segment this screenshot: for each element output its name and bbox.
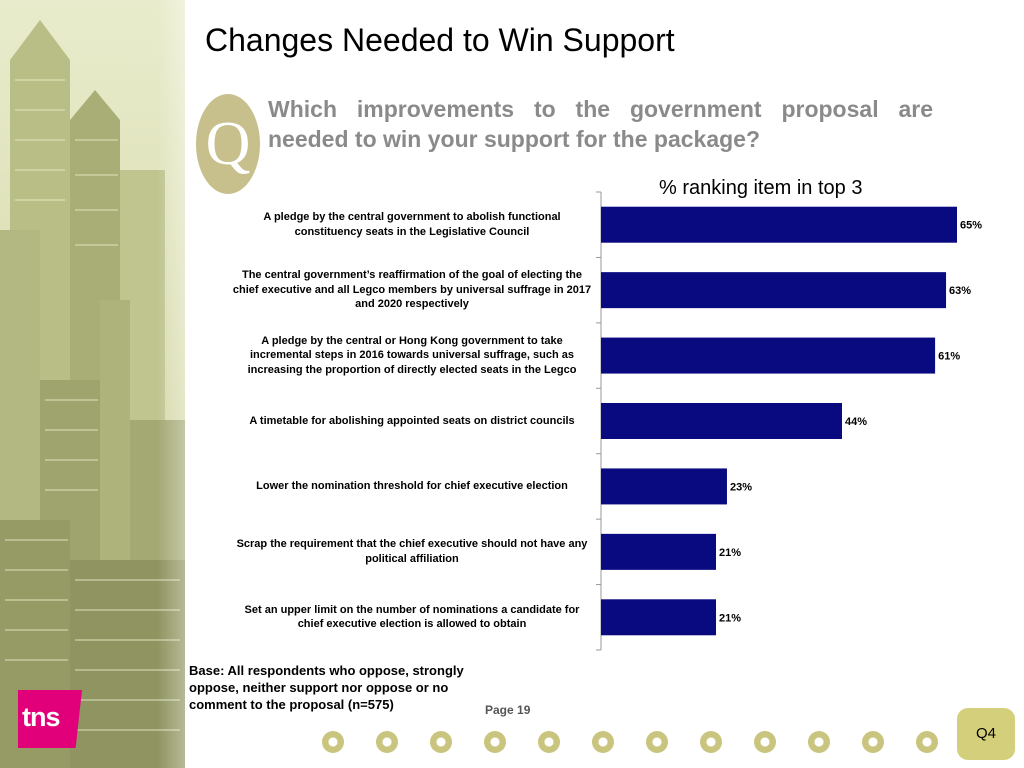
- pagination-dot: [646, 731, 668, 753]
- tns-logo: [18, 690, 82, 748]
- data-label: 23%: [730, 481, 752, 493]
- bar: [601, 337, 936, 374]
- pagination-dot: [592, 731, 614, 753]
- question-badge: [196, 94, 260, 194]
- category-label: A timetable for abolishing appointed sea…: [249, 414, 575, 427]
- data-label: 21%: [719, 547, 741, 559]
- category-label: Scrap the requirement that the chief exe…: [236, 538, 588, 565]
- survey-question: Which improvements to the government pro…: [268, 96, 933, 152]
- page-title: Changes Needed to Win Support: [205, 22, 675, 58]
- data-label: 63%: [949, 285, 971, 297]
- category-label: A pledge by the central government to ab…: [263, 211, 561, 238]
- pagination-dot: [808, 731, 830, 753]
- pagination-dot: [862, 731, 884, 753]
- pagination-dots: [322, 731, 962, 753]
- city-background-image: [0, 0, 185, 768]
- pagination-dot: [484, 731, 506, 753]
- bar: [601, 206, 957, 243]
- category-label: Lower the nomination threshold for chief…: [256, 480, 568, 493]
- pagination-dot: [754, 731, 776, 753]
- pagination-dot: [916, 731, 938, 753]
- bar: [601, 468, 727, 505]
- category-label: The central government’s reaffirmation o…: [232, 269, 592, 311]
- pagination-dot: [538, 731, 560, 753]
- pagination-dot: [430, 731, 452, 753]
- bar: [601, 272, 947, 309]
- question-code-badge: [957, 708, 1015, 760]
- tns-logo-text: tns: [22, 702, 60, 732]
- question-icon: Q: [205, 110, 251, 178]
- pagination-dot: [700, 731, 722, 753]
- data-label: 21%: [719, 612, 741, 624]
- data-label: 61%: [938, 351, 960, 363]
- question-code-label: Q4: [975, 725, 996, 742]
- category-label: Set an upper limit on the number of nomi…: [244, 603, 580, 631]
- category-label: A pledge by the central or Hong Kong gov…: [247, 334, 577, 376]
- bar: [601, 533, 717, 570]
- bar: [601, 599, 717, 636]
- data-label: 65%: [960, 220, 982, 232]
- pagination-dot: [322, 731, 344, 753]
- pagination-dot: [376, 731, 398, 753]
- chart-title: % ranking item in top 3: [659, 177, 863, 199]
- page-number: Page 19: [485, 703, 531, 717]
- base-note: Base: All respondents who oppose, strong…: [189, 663, 464, 712]
- data-label: 44%: [845, 416, 867, 428]
- bar: [601, 403, 842, 439]
